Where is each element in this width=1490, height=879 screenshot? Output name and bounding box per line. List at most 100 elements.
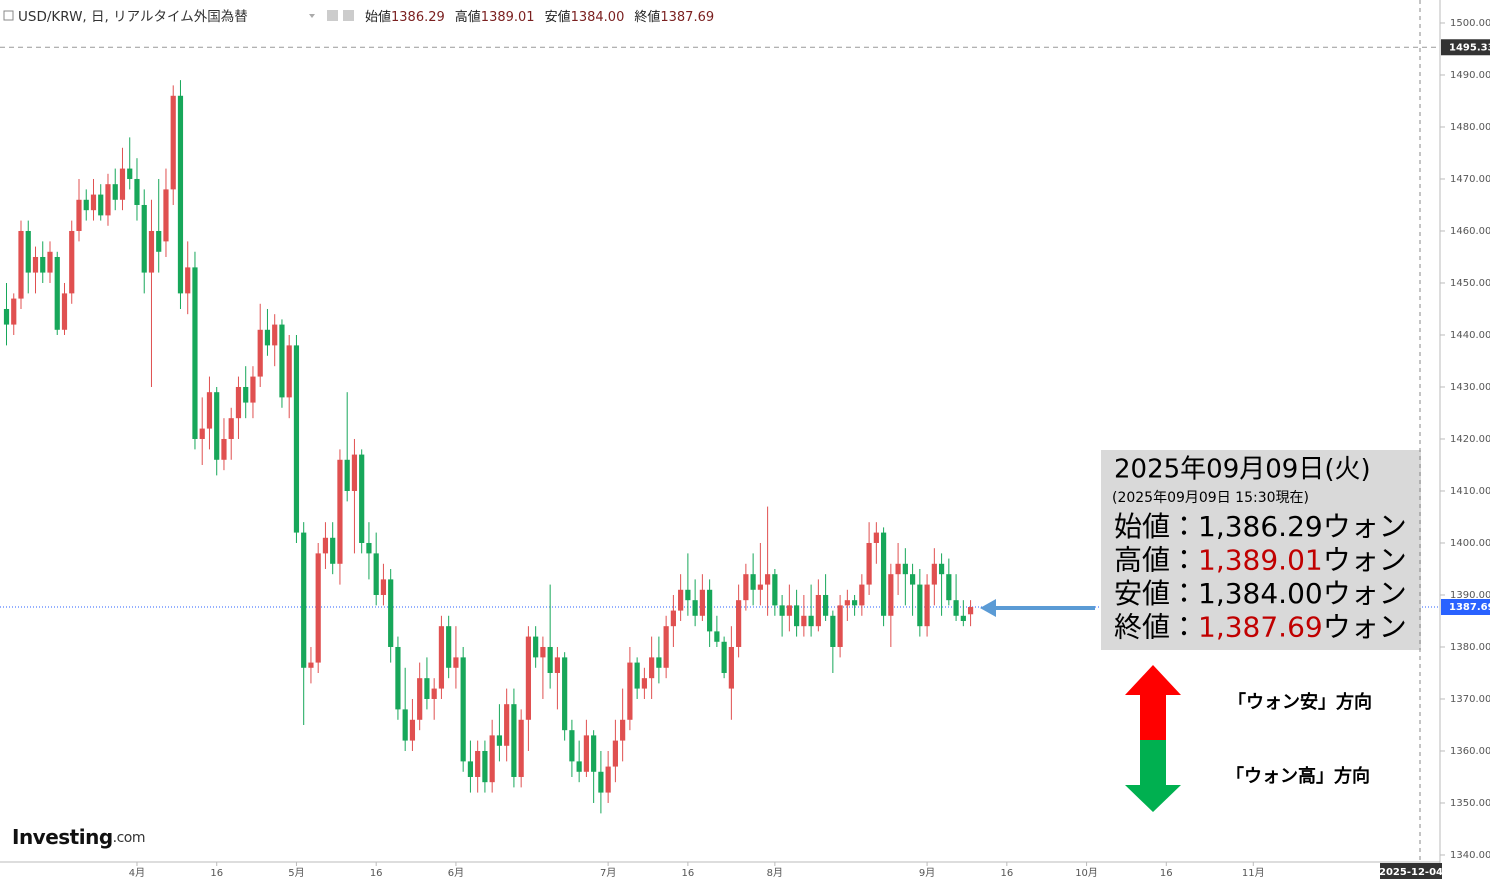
- info-row-unit: ウォン: [1323, 510, 1407, 543]
- candle-body: [11, 298, 17, 325]
- x-tick-label: 16: [370, 868, 383, 879]
- reference-label: 1495.33: [1449, 42, 1490, 53]
- candle-body: [395, 646, 401, 710]
- info-as-of: (2025年09月09日 15:30現在): [1112, 490, 1309, 506]
- annotation-down: 「ウォン高」方向: [1226, 765, 1370, 787]
- y-tick-label: 1440.00: [1450, 330, 1490, 341]
- candle-body: [134, 178, 140, 205]
- ohlc-label: 安値: [545, 9, 571, 25]
- candle-body: [467, 761, 474, 777]
- info-row: 高値：1,389.01ウォン: [1114, 544, 1407, 577]
- visibility-icon[interactable]: [327, 10, 338, 21]
- candle-body: [656, 657, 662, 668]
- candle-body: [3, 308, 10, 325]
- candle-body: [794, 605, 800, 627]
- candle-body: [163, 189, 169, 242]
- symbol-title: USD/KRW, 日, リアルタイム外国為替: [18, 9, 248, 25]
- x-tick-label: 9月: [919, 867, 935, 879]
- candle-body: [293, 345, 300, 533]
- candle-body: [235, 386, 242, 419]
- info-row: 始値：1,386.29ウォン: [1114, 510, 1407, 543]
- info-row-value: 1,389.01: [1198, 544, 1323, 577]
- candle-body: [504, 704, 510, 746]
- candle-body: [112, 184, 118, 200]
- candle-body: [779, 605, 785, 616]
- candle-body: [192, 267, 198, 439]
- candle-body: [924, 584, 930, 627]
- ohlc-label: 高値: [455, 9, 481, 25]
- candle-body: [221, 438, 227, 460]
- info-rows: 始値：1,386.29ウォン高値：1,389.01ウォン安値：1,384.00ウ…: [1114, 510, 1407, 644]
- y-tick-label: 1500.00: [1450, 18, 1490, 29]
- ohlc-value: 1387.69: [660, 10, 714, 25]
- candle-body: [177, 95, 184, 294]
- pointer-arrow-head: [980, 599, 996, 617]
- candle-body: [446, 626, 452, 668]
- candle-body: [170, 95, 176, 190]
- candle-body: [453, 657, 459, 668]
- ohlc-value: 1386.29: [391, 10, 445, 25]
- x-tick-label: 7月: [600, 867, 616, 879]
- y-tick-label: 1340.00: [1450, 850, 1490, 861]
- candle-body: [525, 636, 532, 720]
- info-row-label: 始値：: [1114, 510, 1198, 543]
- candle-body: [562, 657, 568, 731]
- candle-body: [765, 574, 771, 585]
- candle-body: [409, 719, 416, 741]
- candle-body: [119, 168, 126, 200]
- candle-body: [373, 553, 379, 595]
- candle-body: [315, 553, 321, 663]
- info-row: 安値：1,384.00ウォン: [1114, 577, 1407, 610]
- y-tick-label: 1470.00: [1450, 174, 1490, 185]
- y-tick-label: 1360.00: [1450, 746, 1490, 757]
- candle-body: [757, 584, 763, 590]
- candle-body: [40, 256, 46, 273]
- candle-body: [591, 735, 597, 772]
- candle-body: [808, 615, 814, 627]
- x-tick-label: 4月: [129, 867, 145, 879]
- logo: Investing.com: [12, 825, 145, 849]
- candle-body: [61, 293, 68, 330]
- candle-body: [330, 537, 336, 564]
- down-arrow: [1125, 740, 1181, 812]
- candle-body: [496, 735, 503, 746]
- dropdown-icon[interactable]: [309, 14, 315, 18]
- logo-suffix: .com: [113, 830, 145, 846]
- info-date: 2025年09月09日(火): [1114, 455, 1371, 485]
- candle-body: [967, 606, 974, 615]
- candle-body: [721, 641, 727, 673]
- candle-body: [351, 454, 358, 491]
- y-tick-label: 1460.00: [1450, 226, 1490, 237]
- candle-body: [938, 563, 945, 575]
- candle-body: [692, 600, 698, 616]
- ohlc-legend: 始値1386.29 高値1389.01 安値1384.00 終値1387.69: [365, 9, 714, 25]
- candle-body: [214, 392, 220, 460]
- candle-body: [895, 563, 901, 575]
- settings-icon[interactable]: [343, 10, 354, 21]
- info-box: [1101, 450, 1421, 650]
- candle-body: [852, 600, 858, 606]
- candle-body: [54, 256, 60, 330]
- candle-body: [743, 574, 749, 601]
- info-row-unit: ウォン: [1323, 544, 1407, 577]
- y-tick-label: 1400.00: [1450, 538, 1490, 549]
- candle-body: [830, 615, 836, 647]
- collapse-icon[interactable]: [3, 10, 14, 21]
- candle-body: [627, 662, 633, 720]
- ohlc-label: 始値: [365, 9, 391, 25]
- candle-body: [264, 329, 271, 346]
- candle-body: [185, 267, 191, 294]
- x-tick-label: 16: [682, 868, 695, 879]
- candle-body: [801, 615, 807, 627]
- candle-body: [148, 230, 155, 273]
- candle-body: [279, 324, 285, 398]
- candle-body: [286, 345, 292, 398]
- candle-body: [612, 740, 618, 767]
- candle-body: [337, 459, 343, 564]
- candle-body: [736, 600, 742, 647]
- candle-body: [931, 563, 937, 585]
- candle-body: [946, 574, 952, 601]
- candle-body: [98, 194, 104, 216]
